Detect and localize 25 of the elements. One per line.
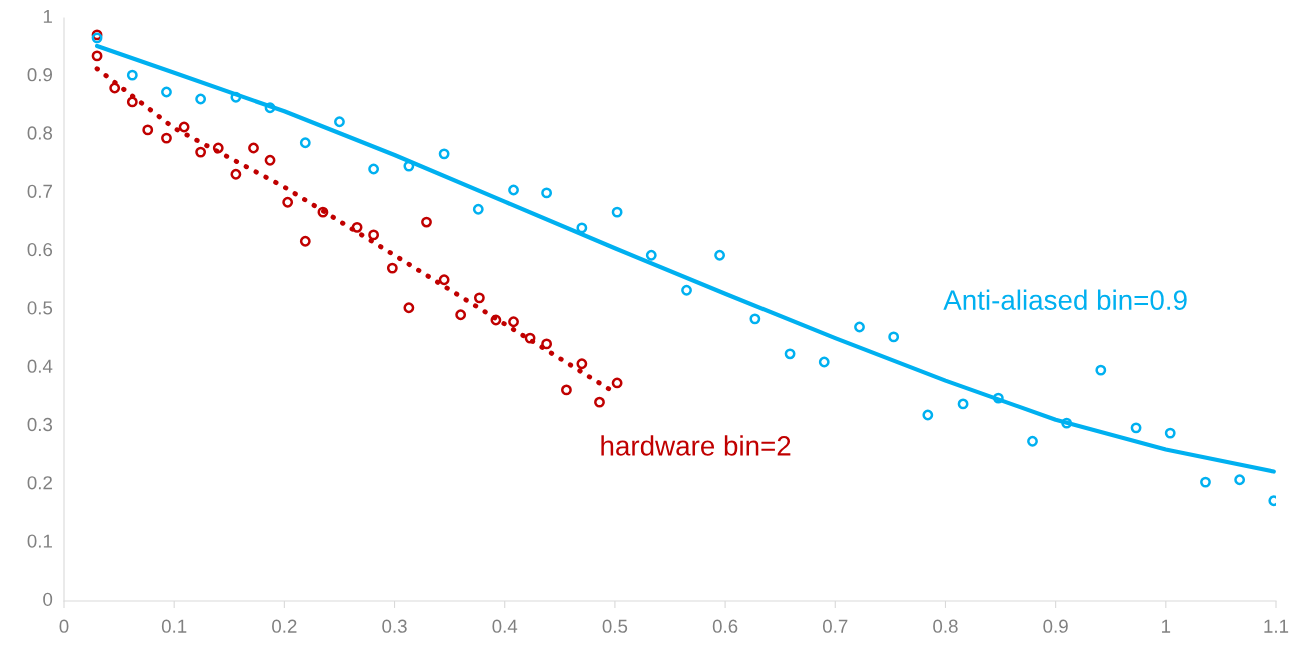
x-tick-label: 1 <box>1162 619 1171 633</box>
x-tick-label: 0.5 <box>602 619 628 633</box>
x-tick-label: 0.1 <box>161 619 187 633</box>
y-tick-label: 0.3 <box>27 417 53 432</box>
y-tick-label: 0.1 <box>27 534 52 548</box>
y-tick-label: 0.8 <box>27 126 53 140</box>
y-tick-label: 0.5 <box>27 301 53 315</box>
text: Anti-aliased bin=0.9 <box>943 289 1187 310</box>
y-tick-label: 0.7 <box>27 184 52 198</box>
x-tick-label: 0 <box>59 619 69 633</box>
x-tick-label: 1.1 <box>1264 619 1289 633</box>
x-tick-label: 0.2 <box>272 619 297 633</box>
y-tick-label: 0 <box>43 592 53 607</box>
y-tick-label: 1 <box>43 9 52 23</box>
x-tick-label: 0.3 <box>382 619 407 633</box>
y-tick-label: 0.4 <box>27 359 53 373</box>
x-tick-label: 0.7 <box>822 619 848 633</box>
x-tick-label: 0.8 <box>933 619 958 633</box>
x-tick-label: 0.4 <box>492 619 518 633</box>
y-tick-label: 0.6 <box>27 242 53 257</box>
y-tick-label: 0.9 <box>27 68 52 82</box>
series-label: hardware bin=2 <box>601 435 791 456</box>
x-tick-label: 0.9 <box>1043 619 1068 633</box>
y-tick-label: 0.2 <box>27 476 52 490</box>
x-tick-label: 0.6 <box>712 619 738 633</box>
